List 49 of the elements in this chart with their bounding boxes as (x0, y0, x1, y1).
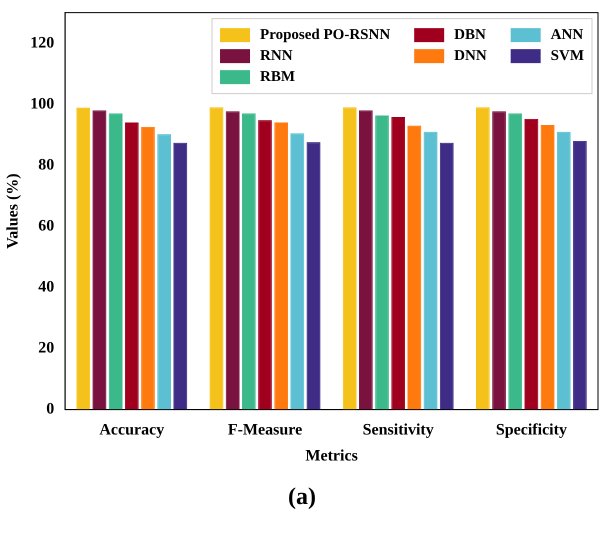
y-tick-label: 120 (30, 34, 54, 52)
x-tick-label: F-Measure (228, 421, 302, 438)
y-tick-label: 100 (30, 95, 54, 112)
y-tick-label: 60 (38, 218, 54, 235)
bar (540, 124, 554, 410)
bar (92, 110, 106, 410)
legend-label: DNN (454, 48, 487, 64)
y-tick-label: 0 (46, 400, 54, 418)
bar (408, 126, 422, 410)
bar (76, 108, 90, 410)
bar (508, 113, 522, 410)
bar (157, 134, 172, 410)
text: (a) (287, 484, 317, 511)
bar (210, 107, 224, 410)
bar (108, 113, 122, 410)
bar (573, 140, 587, 410)
bar (290, 133, 304, 410)
bar (440, 142, 454, 410)
bar (242, 113, 256, 410)
bar (492, 111, 506, 410)
x-tick-label: Specificity (496, 421, 567, 438)
x-tick-label: Sensitivity (362, 421, 434, 438)
legend-label: DBN (454, 26, 486, 43)
bar (358, 110, 373, 410)
y-axis-title: Values (%) (4, 173, 22, 249)
bar (342, 107, 357, 410)
y-tick-label: 80 (38, 156, 54, 174)
bar (524, 118, 538, 410)
bar (556, 132, 571, 410)
bar (306, 142, 320, 410)
legend-label: RNN (260, 48, 293, 64)
legend-label: SVM (550, 48, 584, 64)
bar (141, 126, 155, 410)
x-tick-label: Accuracy (99, 421, 164, 438)
y-tick-label: 20 (38, 340, 54, 357)
bar (476, 107, 490, 410)
bar (258, 120, 272, 410)
legend-label: ANN (550, 26, 584, 43)
y-tick-label: 40 (38, 278, 54, 296)
bar (226, 111, 240, 410)
bar (391, 117, 406, 410)
bar (124, 122, 139, 410)
bar (173, 142, 188, 410)
legend-label: Proposed PO-RSNN (260, 26, 390, 43)
bar (375, 116, 389, 410)
bar (274, 122, 288, 410)
legend-label: RBM (260, 68, 296, 85)
x-axis-title: Metrics (305, 448, 358, 465)
bar (424, 132, 438, 410)
